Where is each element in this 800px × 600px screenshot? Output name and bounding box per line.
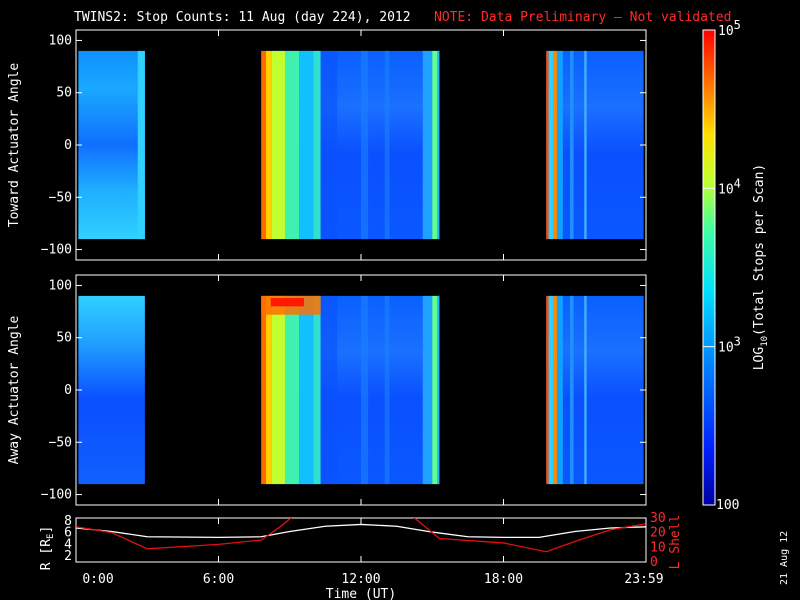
ytick-label: 0 <box>64 383 72 398</box>
time-xlabel: Time (UT) <box>326 587 396 600</box>
heatmap-column <box>422 295 433 485</box>
heatmap-column <box>548 295 554 485</box>
heatmap-column <box>584 295 587 485</box>
heatmap-column <box>361 50 369 240</box>
heatmap-block <box>78 295 145 485</box>
xtick-label: 23:59 <box>624 572 663 587</box>
orbit-panel-frame <box>75 517 647 563</box>
heatmap-column <box>313 50 321 240</box>
colorbar-label: LOG10(Total Stops per Scan) <box>752 164 770 371</box>
ytick-label: −100 <box>41 488 72 503</box>
xtick-label: 18:00 <box>484 572 523 587</box>
toward-panel: Toward Actuator Angle 100 50 0 −50 −100 <box>7 29 647 261</box>
heatmap-column <box>546 50 549 240</box>
colorbar-ticks: 105 104 103 100 <box>703 18 741 513</box>
heatmap-column <box>437 50 440 240</box>
heatmap-column <box>432 50 437 240</box>
away-yticks: 100 50 0 −50 −100 <box>41 278 646 503</box>
ytick-label: 50 <box>56 331 72 346</box>
orbit-right-tick: 30 <box>650 511 666 526</box>
heatmap-column <box>285 295 300 485</box>
heatmap-column <box>553 295 557 485</box>
toward-yticks: 100 50 0 −50 −100 <box>41 33 646 258</box>
heatmap-column <box>556 50 563 240</box>
heatmap-column <box>437 295 440 485</box>
toward-ylabel: Toward Actuator Angle <box>7 63 22 228</box>
heatmap-column <box>432 295 437 485</box>
heatmap-column <box>320 50 338 240</box>
heatmap-column <box>271 295 285 485</box>
lshell-line <box>76 518 646 553</box>
ytick-label: −50 <box>49 435 72 450</box>
orbit-left-tick: 6 <box>64 526 72 541</box>
heatmap-column <box>266 50 272 240</box>
heatmap-column <box>320 295 338 485</box>
heatmap-column <box>299 295 314 485</box>
time-xticks: 0:00 6:00 12:00 18:00 23:59 <box>75 30 664 587</box>
orbit-right-tick: 0 <box>650 555 658 570</box>
xtick-label: 0:00 <box>82 572 113 587</box>
toward-heatmap <box>78 50 644 240</box>
heatmap-column <box>271 50 285 240</box>
colorbar-tick-label: 103 <box>718 335 741 356</box>
colorbar-scale <box>702 29 716 506</box>
colorbar-tick-label: 100 <box>716 498 739 513</box>
orbit-left-ylabel: R [RE] <box>39 526 56 571</box>
ytick-label: −100 <box>41 243 72 258</box>
heatmap-column <box>299 50 314 240</box>
orbit-left-tick: 2 <box>64 549 72 564</box>
xtick-label: 6:00 <box>203 572 234 587</box>
ytick-label: 0 <box>64 138 72 153</box>
radius-line <box>76 523 646 539</box>
away-heatmap <box>78 295 644 485</box>
orbit-right-tick: 20 <box>650 526 666 541</box>
ytick-label: 100 <box>49 33 72 48</box>
heatmap-column <box>570 295 574 485</box>
heatmap-column <box>548 50 554 240</box>
heatmap-column <box>546 295 549 485</box>
colorbar: 105 104 103 100 LOG10(Total Stops per Scan) <box>702 18 770 513</box>
heatmap-block <box>78 50 145 240</box>
chart-title: TWINS2: Stop Counts: 11 Aug (day 224), 2… <box>74 10 411 25</box>
orbit-left-tick: 4 <box>64 537 72 552</box>
ytick-label: 100 <box>49 278 72 293</box>
ytick-label: −50 <box>49 190 72 205</box>
heatmap-column <box>556 295 563 485</box>
heatmap-column <box>137 50 145 240</box>
orbit-right-tick: 10 <box>650 540 666 555</box>
heatmap-column <box>570 50 574 240</box>
heatmap-column <box>553 50 557 240</box>
ytick-label: 50 <box>56 86 72 101</box>
away-ylabel: Away Actuator Angle <box>7 315 22 464</box>
heatmap-column <box>261 295 266 485</box>
heatmap-hotspot <box>270 298 304 307</box>
heatmap-column <box>384 50 390 240</box>
heatmap-column <box>285 50 300 240</box>
heatmap-column <box>384 295 390 485</box>
heatmap-column <box>313 295 321 485</box>
xtick-label: 12:00 <box>341 572 380 587</box>
heatmap-column <box>584 50 587 240</box>
heatmap-column <box>266 295 272 485</box>
heatmap-column <box>361 295 369 485</box>
colorbar-tick-label: 105 <box>718 18 741 39</box>
orbit-lines <box>76 518 646 553</box>
preliminary-note: NOTE: Data Preliminary – Not validated <box>434 10 731 25</box>
orbit-left-tick: 8 <box>64 514 72 529</box>
orbit-right-ylabel: L Shell <box>668 515 683 570</box>
away-panel: Away Actuator Angle 100 50 0 −50 −100 <box>7 274 647 506</box>
heatmap-column <box>261 50 266 240</box>
heatmap-column <box>422 50 433 240</box>
colorbar-tick-label: 104 <box>718 176 741 197</box>
date-stamp: 21 Aug 12 <box>779 531 790 585</box>
